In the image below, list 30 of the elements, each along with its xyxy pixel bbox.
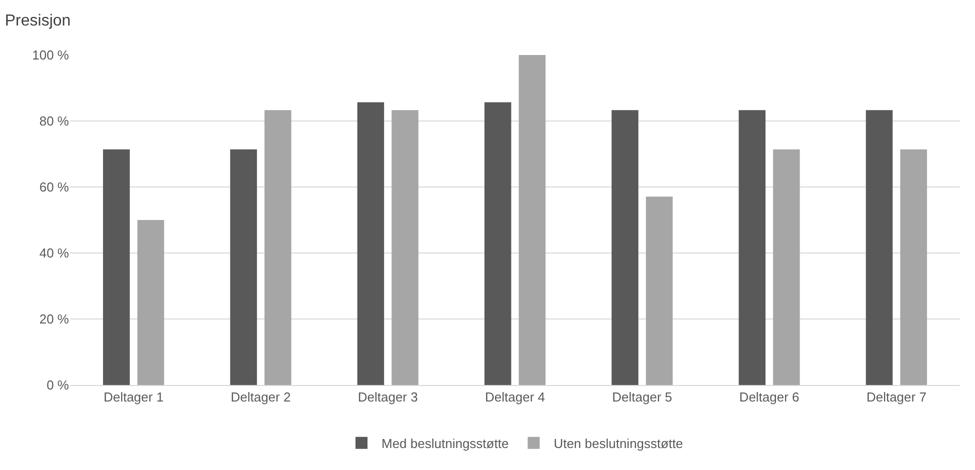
x-tick-label: Deltager 6 <box>739 390 800 405</box>
legend-label: Uten beslutningsstøtte <box>554 436 684 451</box>
legend-label: Med beslutningsstøtte <box>382 436 509 451</box>
bar <box>137 220 164 385</box>
y-tick-label: 40 % <box>39 246 70 261</box>
bar <box>484 102 512 385</box>
chart-title: Presisjon <box>4 12 71 30</box>
bar <box>103 149 130 385</box>
bar <box>518 55 546 385</box>
y-tick-label: 80 % <box>39 114 70 129</box>
bar <box>738 110 766 385</box>
bar <box>866 110 893 385</box>
y-tick-label: 60 % <box>39 180 70 195</box>
bar <box>264 110 292 385</box>
bar <box>230 149 257 385</box>
bar <box>612 110 638 385</box>
x-tick-label: Deltager 5 <box>612 390 672 405</box>
y-tick-label: 100 % <box>32 48 70 63</box>
y-tick-label: 0 % <box>46 378 70 393</box>
x-tick-label: Deltager 7 <box>866 390 926 405</box>
bar <box>357 102 384 385</box>
x-tick-label: Deltager 3 <box>358 390 418 405</box>
y-tick-label: 20 % <box>39 312 70 327</box>
bar <box>392 110 418 385</box>
bar <box>900 149 927 385</box>
bar <box>773 149 800 385</box>
bar <box>646 196 673 385</box>
x-tick-label: Deltager 2 <box>230 390 291 405</box>
x-tick-label: Deltager 1 <box>104 390 164 405</box>
x-tick-label: Deltager 4 <box>485 390 545 405</box>
